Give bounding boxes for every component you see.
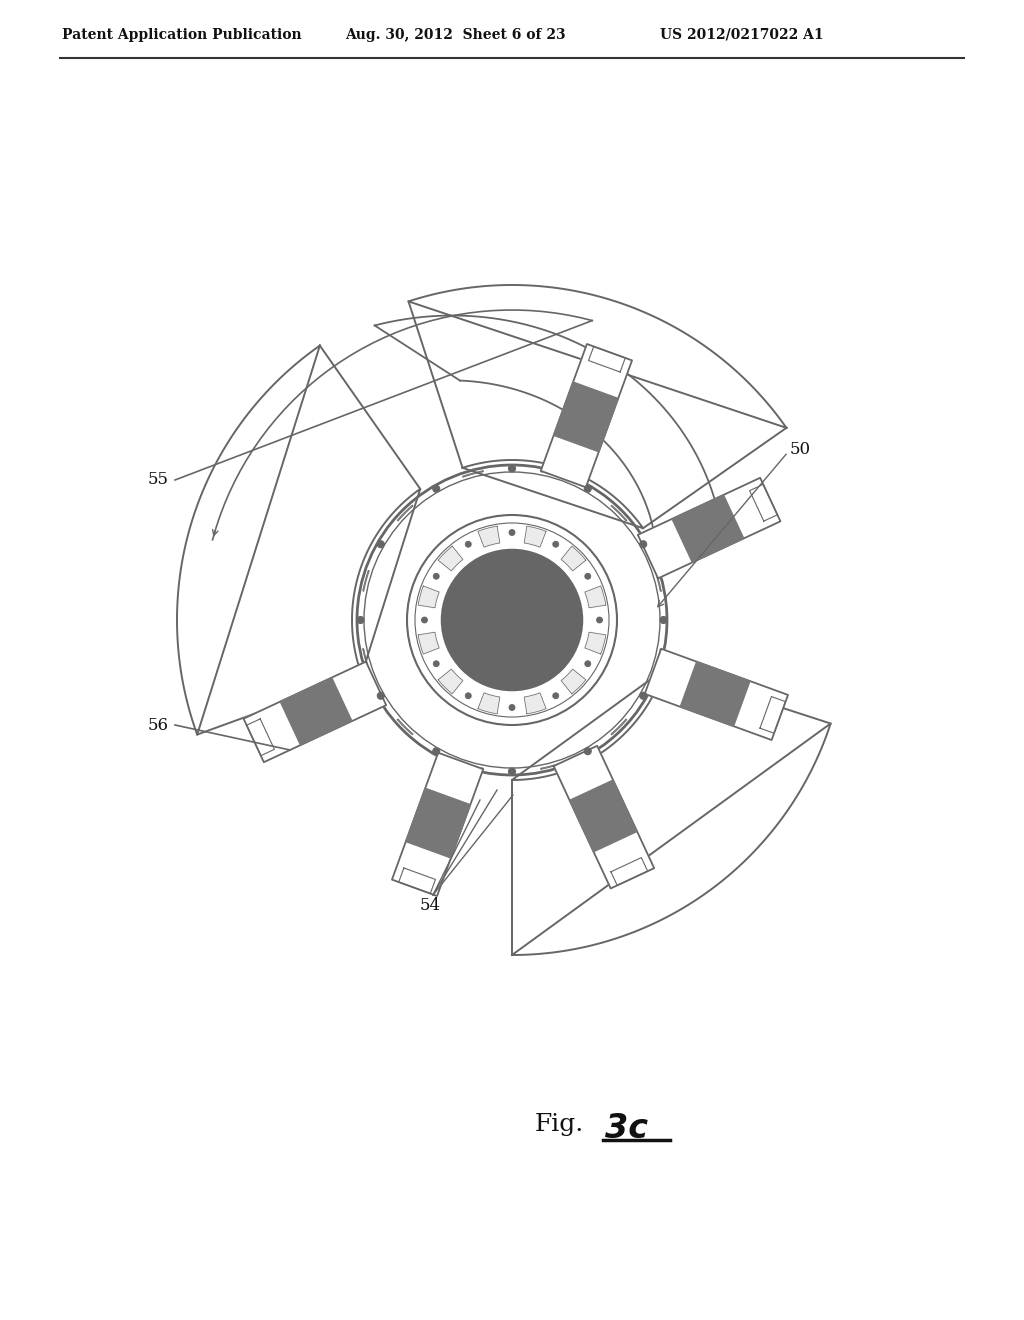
Polygon shape (672, 495, 743, 562)
Circle shape (465, 693, 471, 698)
Polygon shape (463, 763, 483, 770)
Polygon shape (244, 661, 386, 762)
Polygon shape (397, 506, 413, 521)
Polygon shape (362, 649, 370, 669)
Polygon shape (541, 345, 632, 487)
Polygon shape (478, 693, 500, 714)
Polygon shape (569, 780, 637, 851)
Text: 54: 54 (420, 896, 440, 913)
Polygon shape (463, 471, 483, 478)
Polygon shape (409, 285, 786, 528)
Polygon shape (554, 746, 654, 888)
Circle shape (585, 747, 591, 755)
Polygon shape (645, 648, 788, 741)
Polygon shape (512, 669, 830, 954)
Polygon shape (680, 661, 750, 726)
Polygon shape (362, 570, 370, 591)
Polygon shape (654, 649, 662, 669)
Circle shape (509, 768, 515, 775)
Polygon shape (554, 381, 618, 451)
Polygon shape (438, 669, 463, 694)
Text: 3c: 3c (605, 1111, 648, 1144)
Circle shape (660, 616, 667, 623)
Polygon shape (478, 527, 500, 548)
Circle shape (509, 705, 515, 710)
Text: Aug. 30, 2012  Sheet 6 of 23: Aug. 30, 2012 Sheet 6 of 23 (345, 28, 565, 42)
Circle shape (465, 541, 471, 548)
Circle shape (422, 616, 427, 623)
Text: 56: 56 (148, 717, 169, 734)
Circle shape (377, 541, 384, 548)
Circle shape (585, 573, 591, 579)
Polygon shape (375, 315, 716, 537)
Polygon shape (654, 570, 662, 591)
Polygon shape (281, 677, 352, 744)
Text: Patent Application Publication: Patent Application Publication (62, 28, 302, 42)
Circle shape (640, 692, 647, 700)
Polygon shape (611, 719, 627, 735)
Circle shape (433, 661, 439, 667)
Circle shape (553, 541, 559, 548)
Text: US 2012/0217022 A1: US 2012/0217022 A1 (660, 28, 823, 42)
Circle shape (357, 616, 364, 623)
Circle shape (377, 692, 384, 700)
Polygon shape (524, 527, 546, 548)
Circle shape (640, 541, 647, 548)
Circle shape (433, 747, 439, 755)
Circle shape (433, 573, 439, 579)
Polygon shape (585, 632, 606, 653)
Circle shape (509, 465, 515, 473)
Polygon shape (541, 763, 561, 770)
Polygon shape (585, 586, 606, 607)
Polygon shape (406, 788, 470, 858)
Circle shape (509, 529, 515, 536)
Polygon shape (392, 752, 483, 896)
Polygon shape (561, 669, 586, 694)
Polygon shape (638, 478, 780, 578)
Text: Fig.: Fig. (535, 1114, 585, 1137)
Text: 55: 55 (148, 471, 169, 488)
Circle shape (442, 550, 582, 690)
Circle shape (433, 486, 439, 492)
Polygon shape (611, 506, 627, 521)
Circle shape (553, 693, 559, 698)
Polygon shape (397, 719, 413, 735)
Text: 50: 50 (790, 441, 811, 458)
Circle shape (597, 616, 602, 623)
Polygon shape (561, 546, 586, 572)
Polygon shape (418, 586, 439, 607)
Polygon shape (438, 546, 463, 572)
Polygon shape (524, 693, 546, 714)
Polygon shape (541, 471, 561, 478)
Polygon shape (418, 632, 439, 653)
Circle shape (454, 562, 570, 678)
Circle shape (585, 486, 591, 492)
Circle shape (585, 661, 591, 667)
Polygon shape (177, 346, 420, 734)
